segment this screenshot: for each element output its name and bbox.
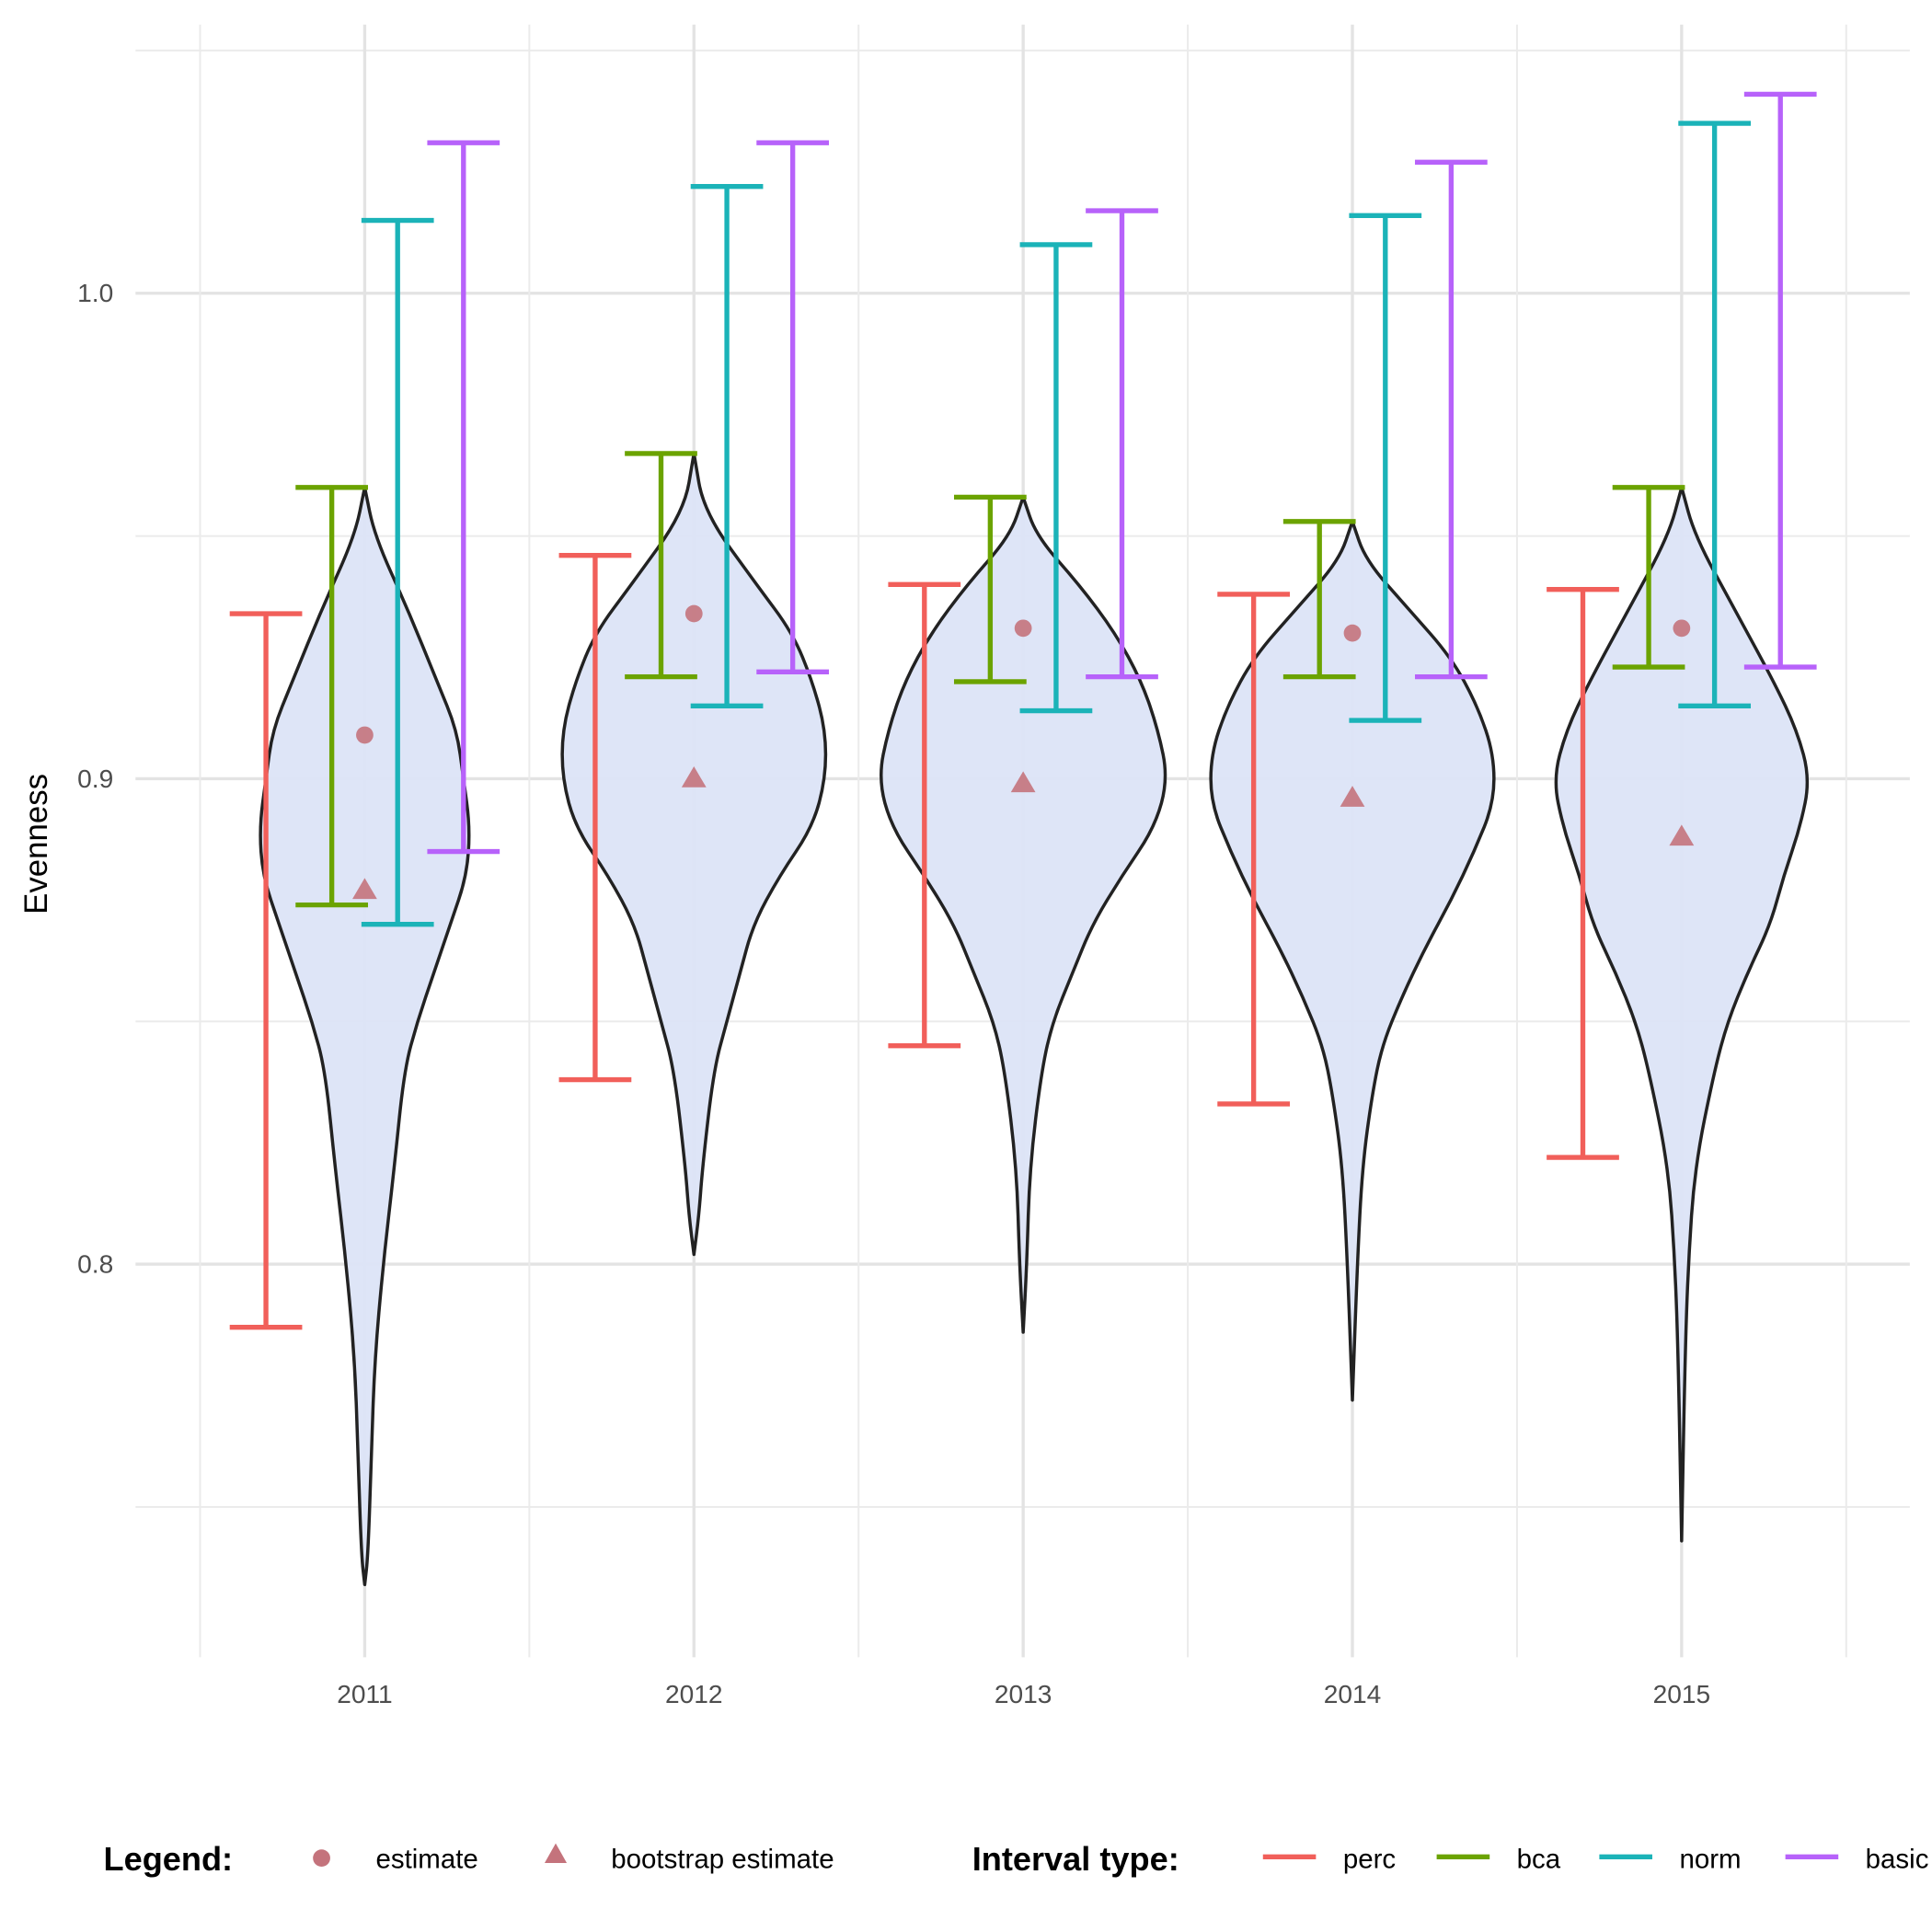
interval-norm-2014: [1349, 213, 1422, 723]
y-tick-label: 0.9: [77, 765, 113, 793]
bootstrap-point-2013: [1010, 771, 1036, 793]
interval-norm-2015: [1678, 121, 1752, 708]
legend-bootstrap-label: bootstrap estimate: [611, 1844, 834, 1874]
legend-bootstrap-symbol: [544, 1843, 568, 1863]
estimate-point-2013: [1014, 619, 1032, 638]
estimate-point-2011: [356, 726, 374, 744]
legend-perc-label: perc: [1343, 1844, 1396, 1874]
interval-bca-2015: [1612, 485, 1685, 670]
y-axis-label: Evenness: [18, 774, 54, 914]
interval-bca-2012: [625, 451, 697, 680]
legend-estimate-label: estimate: [375, 1844, 477, 1874]
legend-title: Legend:: [104, 1840, 234, 1878]
interval-perc-2013: [888, 581, 961, 1049]
estimate-point-2015: [1673, 619, 1691, 638]
interval-norm-2013: [1019, 242, 1093, 714]
legend-bca-label: bca: [1517, 1844, 1561, 1874]
y-tick-label: 1.0: [77, 279, 113, 307]
estimate-point-2014: [1343, 624, 1362, 642]
violin-2014: [1209, 520, 1496, 1402]
x-tick-label: 2013: [995, 1680, 1052, 1708]
bootstrap-point-2015: [1669, 824, 1695, 846]
interval-basic-2011: [427, 140, 500, 855]
x-tick-label: 2012: [665, 1680, 723, 1708]
interval-bca-2011: [295, 485, 369, 908]
interval-perc-2012: [558, 553, 632, 1083]
x-axis-ticks: 2011 2012 2013 2014 2015: [337, 1680, 1710, 1708]
y-tick-label: 0.8: [77, 1249, 113, 1278]
legend-norm-label: norm: [1679, 1844, 1741, 1874]
interval-basic-2014: [1414, 159, 1488, 680]
violins: [259, 452, 1810, 1587]
interval-perc-2011: [229, 611, 303, 1330]
interval-perc-2014: [1217, 592, 1291, 1107]
points: [352, 604, 1695, 900]
interval-bca-2014: [1282, 519, 1356, 680]
interval-norm-2011: [361, 217, 434, 927]
interval-legend-title: Interval type:: [972, 1840, 1179, 1878]
bootstrap-point-2014: [1340, 786, 1365, 807]
y-axis-ticks: 0.8 0.9 1.0: [77, 279, 113, 1278]
bootstrap-point-2012: [681, 766, 707, 788]
interval-bca-2013: [953, 494, 1027, 684]
interval-bars: [229, 91, 1817, 1330]
violin-2013: [880, 495, 1167, 1334]
legend: Legend: estimate bootstrap estimate Inte…: [104, 1840, 1929, 1878]
x-tick-label: 2011: [337, 1680, 392, 1708]
interval-perc-2015: [1547, 586, 1619, 1160]
x-tick-label: 2015: [1653, 1680, 1711, 1708]
violin-2011: [259, 486, 471, 1587]
interval-basic-2015: [1743, 91, 1817, 670]
bootstrap-point-2011: [352, 878, 377, 900]
x-tick-label: 2014: [1324, 1680, 1382, 1708]
violin-2015: [1554, 486, 1810, 1543]
legend-basic-label: basic: [1866, 1844, 1929, 1874]
violin-2012: [560, 452, 828, 1257]
interval-norm-2012: [690, 183, 764, 708]
interval-basic-2013: [1086, 208, 1158, 680]
legend-estimate-symbol: [313, 1849, 330, 1868]
interval-basic-2012: [756, 140, 830, 675]
estimate-point-2012: [684, 604, 703, 623]
